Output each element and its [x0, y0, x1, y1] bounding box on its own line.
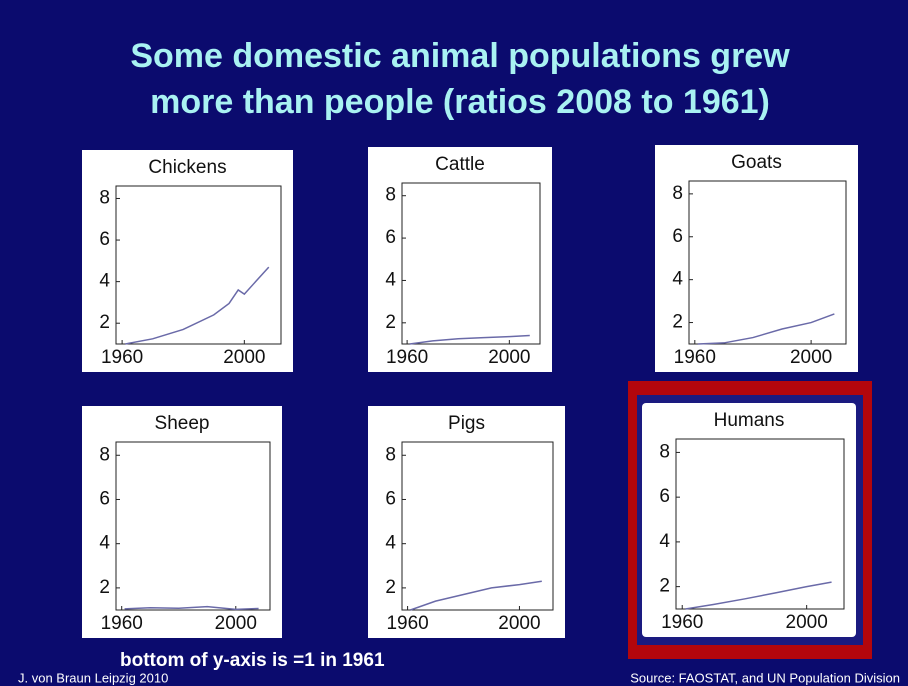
x-tick-label: 1960 [101, 347, 143, 368]
y-tick-label: 6 [659, 486, 670, 507]
y-tick-label: 8 [99, 187, 110, 208]
chart-box [82, 406, 282, 638]
y-tick-label: 8 [99, 444, 110, 465]
y-tick-label: 6 [99, 488, 110, 509]
chart-title: Sheep [155, 413, 210, 434]
x-tick-label: 2000 [790, 347, 832, 368]
slide-title: Some domestic animal populations grew [130, 37, 790, 75]
y-tick-label: 2 [385, 312, 396, 333]
data-line [125, 266, 270, 345]
data-line [685, 581, 832, 610]
plot-frame [688, 180, 847, 345]
y-tick-label: 4 [99, 271, 110, 292]
x-tick-label: 1960 [674, 347, 716, 368]
data-line [409, 334, 530, 345]
x-tick-label: 2000 [223, 347, 265, 368]
source: Source: FAOSTAT, and UN Population Divis… [630, 670, 900, 685]
y-tick-label: 4 [659, 531, 670, 552]
chart-box [82, 150, 293, 372]
y-tick-label: 2 [659, 576, 670, 597]
plot-frame [675, 438, 845, 610]
chart-title: Chickens [148, 157, 226, 178]
y-tick-label: 6 [672, 226, 683, 247]
plot-frame [115, 441, 271, 611]
y-tick-label: 4 [672, 269, 683, 290]
chart-box [642, 403, 856, 637]
chart-title: Goats [731, 152, 782, 173]
y-tick-label: 8 [385, 185, 396, 206]
plot-frame [401, 441, 554, 611]
chart-title: Cattle [435, 154, 485, 175]
y-tick-label: 6 [385, 227, 396, 248]
y-tick-label: 8 [385, 444, 396, 465]
y-tick-label: 4 [385, 533, 396, 554]
y-tick-label: 8 [659, 441, 670, 462]
chart-title: Pigs [448, 413, 485, 434]
y-tick-label: 4 [99, 533, 110, 554]
data-line [124, 605, 259, 611]
x-tick-label: 1960 [386, 613, 428, 634]
data-line [697, 313, 835, 345]
x-tick-label: 1960 [661, 612, 703, 633]
x-tick-label: 2000 [786, 612, 828, 633]
plot-frame [401, 182, 541, 345]
note: bottom of y-axis is =1 in 1961 [120, 650, 385, 671]
chart-box [368, 147, 552, 372]
author: J. von Braun Leipzig 2010 [18, 670, 168, 685]
slide-title: more than people (ratios 2008 to 1961) [150, 83, 770, 121]
data-line [410, 580, 542, 611]
chart-box [368, 406, 565, 638]
y-tick-label: 2 [99, 577, 110, 598]
x-tick-label: 2000 [488, 347, 530, 368]
x-tick-label: 1960 [386, 347, 428, 368]
x-tick-label: 1960 [101, 613, 143, 634]
x-tick-label: 2000 [215, 613, 257, 634]
y-tick-label: 8 [672, 183, 683, 204]
y-tick-label: 2 [99, 312, 110, 333]
plot-frame [115, 185, 282, 345]
y-tick-label: 2 [385, 577, 396, 598]
chart-box [655, 145, 858, 372]
x-tick-label: 2000 [498, 613, 540, 634]
y-tick-label: 6 [385, 488, 396, 509]
y-tick-label: 4 [385, 269, 396, 290]
y-tick-label: 2 [672, 312, 683, 333]
y-tick-label: 6 [99, 229, 110, 250]
chart-title: Humans [714, 410, 785, 431]
